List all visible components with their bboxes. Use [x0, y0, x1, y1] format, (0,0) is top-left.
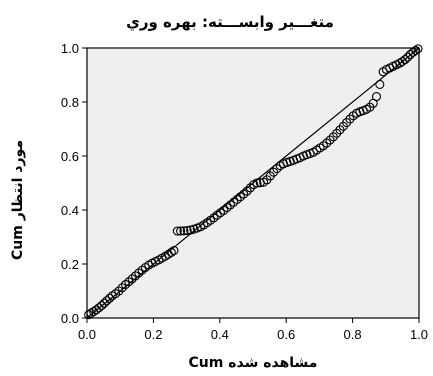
data-point	[114, 286, 124, 296]
data-point	[105, 293, 115, 303]
data-point	[94, 303, 104, 313]
data-point	[272, 164, 282, 174]
data-point	[176, 226, 186, 236]
x-tick-label: 0.0	[78, 327, 96, 342]
data-point	[371, 92, 382, 102]
data-point	[242, 186, 252, 196]
x-tick-label: 0.6	[277, 327, 295, 342]
y-tick-label: 0.8	[61, 95, 79, 110]
data-point	[102, 296, 112, 306]
data-point	[124, 277, 134, 287]
data-point	[413, 44, 423, 54]
data-point	[186, 225, 196, 235]
x-tick-label: 0.4	[211, 327, 229, 342]
x-tick-label: 0.8	[344, 327, 362, 342]
y-axis-title: Cum مورد انتظار	[10, 140, 26, 260]
data-point	[239, 189, 249, 199]
data-point	[245, 183, 255, 193]
data-point	[179, 226, 189, 236]
data-point	[127, 274, 137, 284]
data-point	[400, 55, 410, 65]
y-tick-label: 0.4	[61, 203, 79, 218]
x-tick-label: 0.2	[144, 327, 162, 342]
data-point	[99, 298, 109, 308]
data-point	[97, 301, 107, 311]
x-tick-label: 1.0	[410, 327, 428, 342]
data-point	[172, 226, 182, 236]
data-point	[169, 245, 179, 256]
data-point	[130, 271, 141, 281]
data-point	[117, 283, 127, 293]
data-point	[84, 310, 94, 320]
data-point	[345, 114, 355, 124]
data-point	[325, 135, 335, 145]
y-tick-label: 1.0	[61, 41, 79, 56]
data-point	[375, 79, 385, 89]
data-point	[166, 247, 176, 257]
y-tick-label: 0.2	[61, 257, 79, 272]
y-tick-label: 0.6	[61, 149, 79, 164]
data-point	[182, 225, 192, 236]
data-point	[322, 138, 332, 148]
chart-title: متغـــير وابســـته: بهره وري	[126, 13, 334, 32]
y-tick-label: 0.0	[61, 311, 79, 326]
data-point	[252, 178, 262, 188]
data-point	[411, 45, 421, 55]
data-point	[403, 52, 413, 62]
x-axis-title: Cum مشاهده شده	[189, 355, 318, 371]
plot-frame	[86, 47, 420, 319]
